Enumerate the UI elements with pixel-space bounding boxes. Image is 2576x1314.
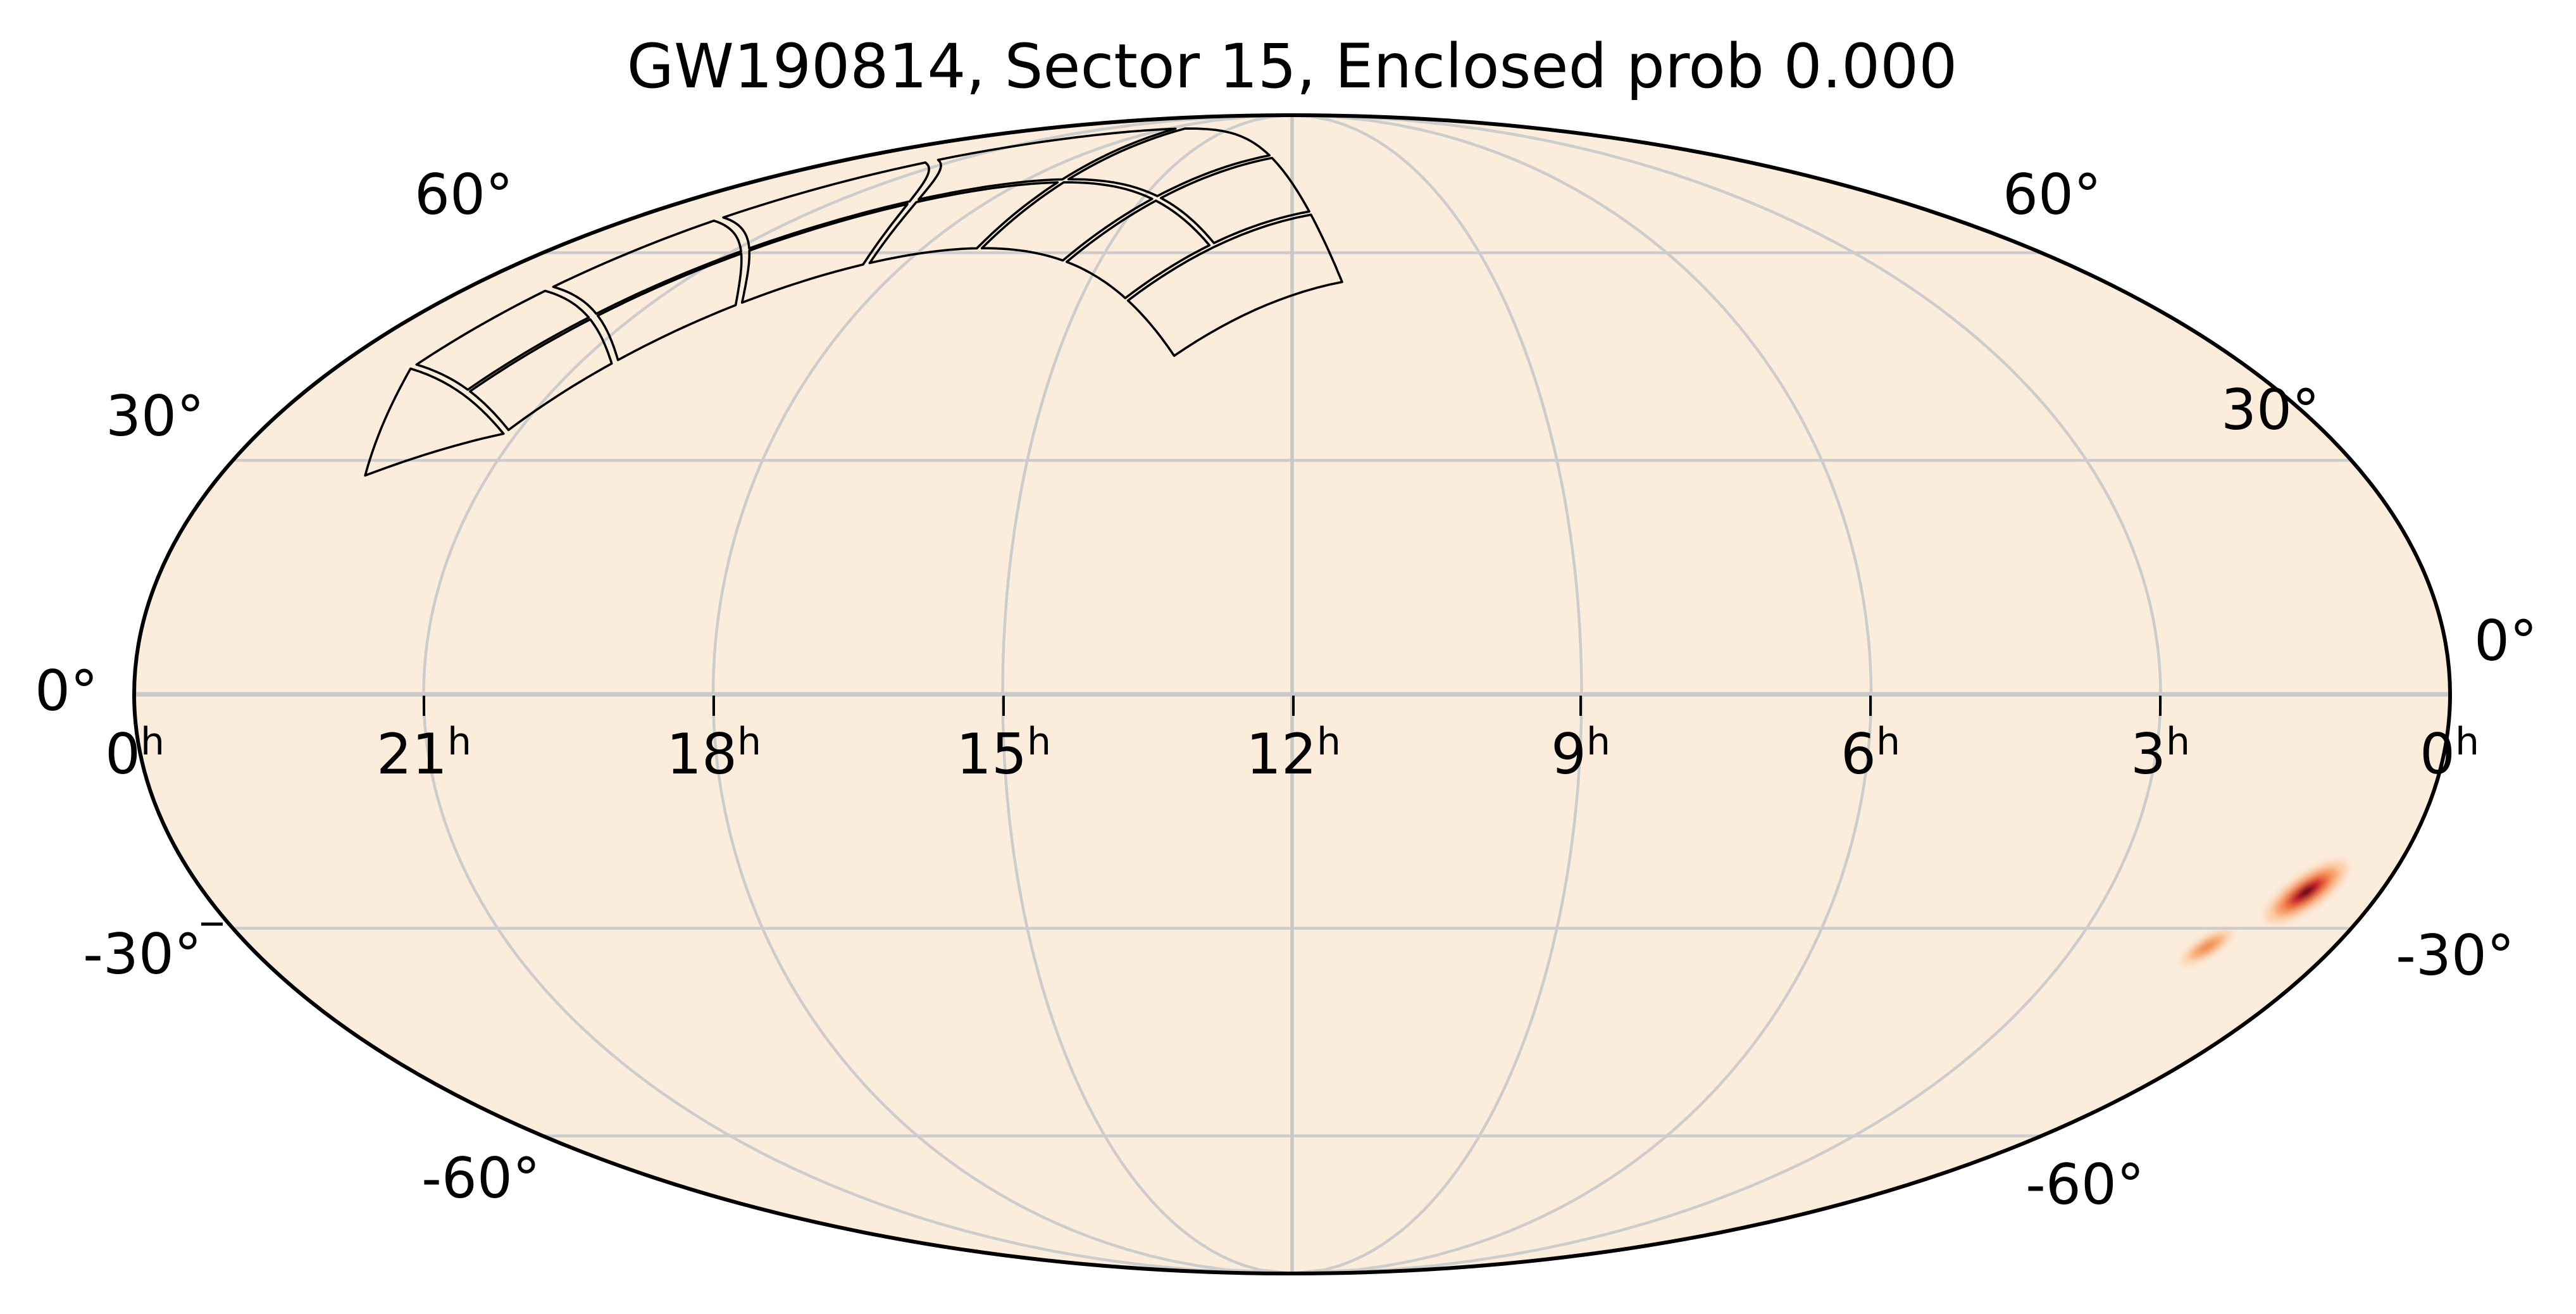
- meridian-21h: [422, 113, 1293, 1275]
- axis-labels: 0h 21h 18h 15h 12h 9h 6h 3h 0h 60° 30° 0° -30° -60° 60…: [35, 162, 2537, 1217]
- ccd-outline: [552, 219, 742, 315]
- probability-blob-primary: [2265, 860, 2348, 923]
- meridian-6h: [1291, 113, 1873, 1275]
- probability-density-layer: [2181, 860, 2348, 965]
- dec-axis-label-30-right: 30°: [2221, 377, 2320, 442]
- dec-axis-label-60-right: 60°: [2003, 162, 2101, 227]
- tess-footprint: [364, 127, 1343, 477]
- ccd-outline: [1126, 213, 1343, 357]
- meridian-9h: [1291, 113, 1583, 1275]
- dec-axis-label--60-right: -60°: [2025, 1152, 2144, 1217]
- ra-axis-label-0h-right: 0h: [2420, 720, 2479, 787]
- ccd-outline: [1159, 156, 1310, 244]
- probability-blob-secondary: [2181, 929, 2234, 965]
- sphere-outline: [132, 113, 2452, 1275]
- ra-axis-label-21h: 21h: [376, 720, 471, 787]
- axis-ticks: [201, 696, 2162, 926]
- ccd-outline: [596, 252, 743, 361]
- dec-axis-label-30-left: 30°: [106, 384, 204, 449]
- map-outline: [132, 113, 2452, 1275]
- ccd-outline: [980, 181, 1154, 262]
- ra-axis-label-0h-left: 0h: [105, 720, 165, 787]
- ccd-outline: [740, 203, 909, 304]
- meridian-3h: [1291, 113, 2162, 1275]
- dec-axis-label-60-left: 60°: [414, 162, 513, 227]
- ccd-outline: [415, 289, 590, 391]
- dec-axis-label--60-left: -60°: [421, 1146, 540, 1211]
- meridian-18h: [711, 113, 1293, 1275]
- meridian-15h: [1001, 113, 1293, 1275]
- ccd-outline: [1066, 199, 1211, 299]
- figure-title: GW190814, Sector 15, Enclosed prob 0.000: [627, 31, 1958, 102]
- dec-axis-label--30-left: -30°: [83, 922, 202, 987]
- ra-axis-label-9h: 9h: [1551, 720, 1610, 787]
- ra-axis-label-12h: 12h: [1246, 720, 1341, 787]
- ccd-outline: [868, 181, 1059, 265]
- dec-axis-label-0-right: 0°: [2474, 608, 2537, 673]
- ccd-outline: [722, 161, 930, 250]
- graticule: [134, 113, 2450, 1275]
- ccd-outline: [1067, 127, 1271, 197]
- ra-axis-label-6h: 6h: [1841, 720, 1900, 787]
- ra-axis-label-18h: 18h: [666, 720, 761, 787]
- ccd-outline: [917, 127, 1177, 201]
- ra-axis-label-3h: 3h: [2131, 720, 2190, 787]
- blob-layer: [2301, 887, 2312, 896]
- blob-layer: [2198, 941, 2216, 953]
- ccd-outline: [364, 367, 505, 477]
- dec-axis-label-0-left: 0°: [35, 658, 98, 723]
- ra-axis-label-15h: 15h: [956, 720, 1051, 787]
- dec-axis-label--30-right: -30°: [2396, 923, 2515, 988]
- ccd-outline: [468, 318, 613, 432]
